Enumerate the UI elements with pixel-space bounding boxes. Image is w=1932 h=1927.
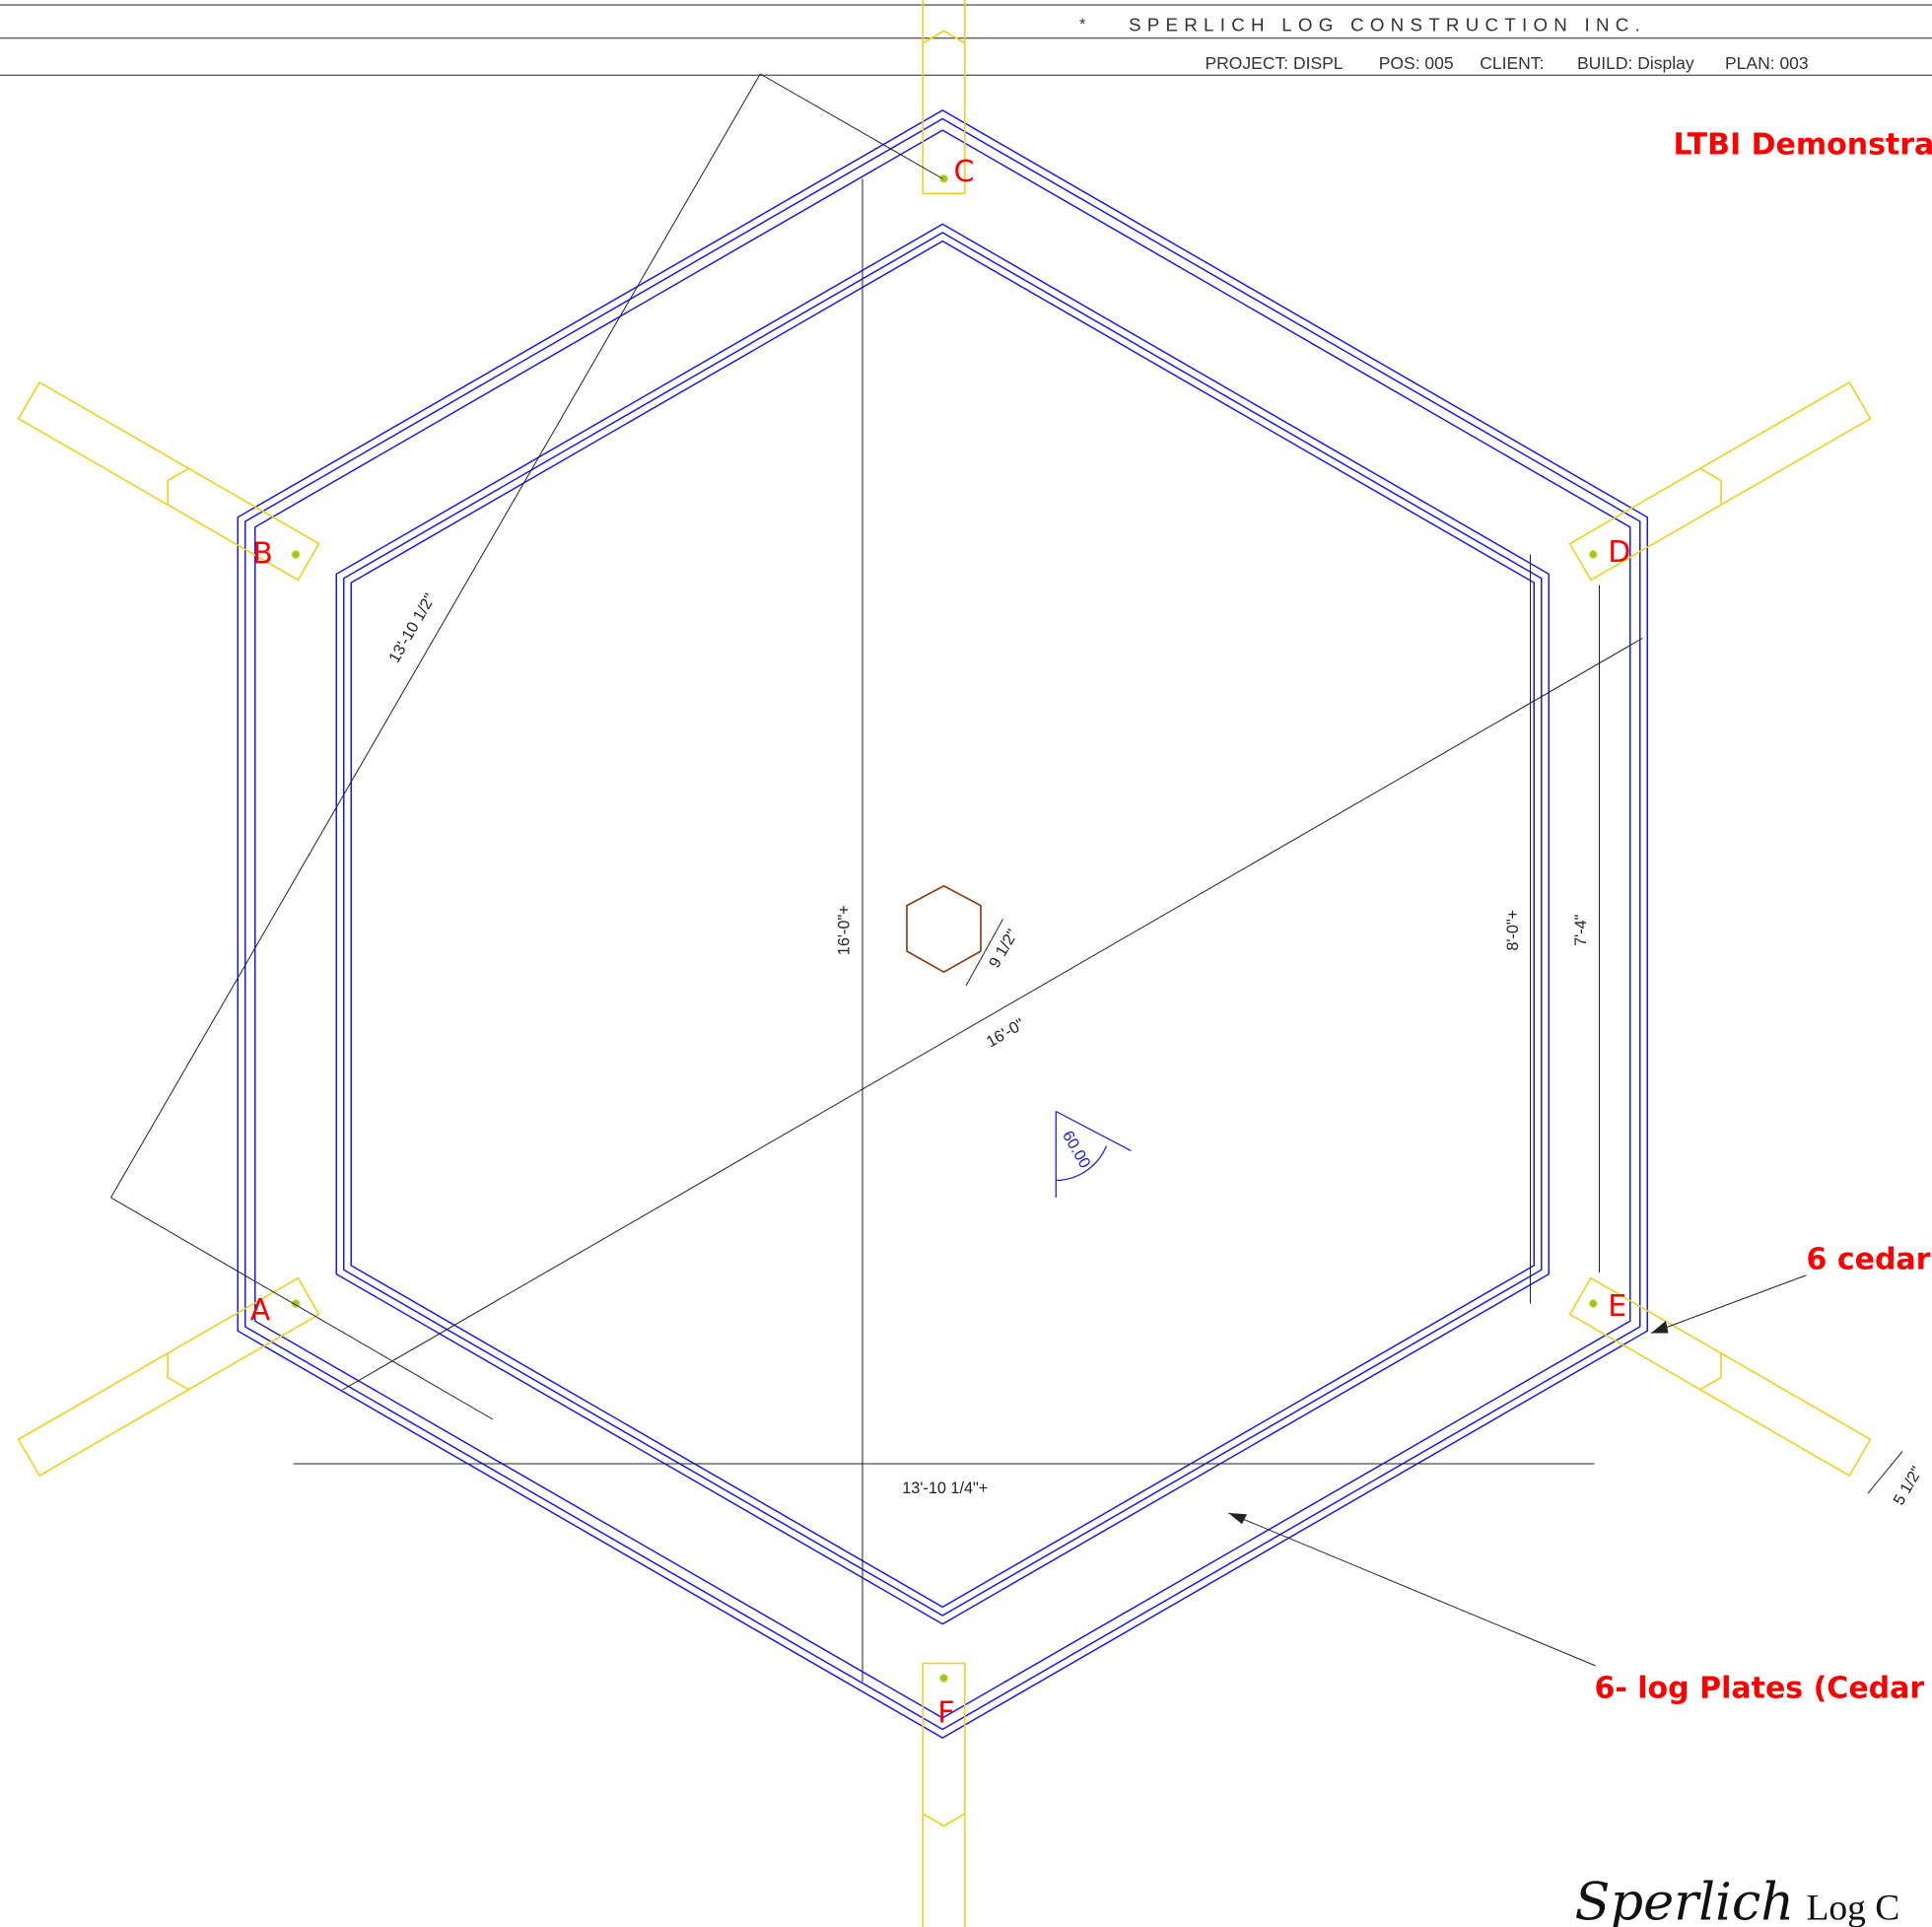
drawing-title: LTBI Demonstrat: [1674, 127, 1932, 162]
note: 6- log Plates (Cedar su: [1595, 1672, 1932, 1706]
label: *: [1079, 16, 1086, 34]
drawing-line: [923, 31, 943, 43]
drawing-line: [1228, 1513, 1596, 1666]
drawing-line: [336, 224, 1549, 1623]
drawing-line: [111, 74, 761, 1198]
label: C: [954, 155, 975, 189]
label: 7'-4": [1572, 914, 1590, 946]
label: 8'-0"+: [1504, 910, 1522, 951]
drawing: * SPERLICH LOG CONSTRUCTION INC. PROJECT…: [0, 0, 1932, 1927]
label: 13'-10 1/2": [385, 590, 439, 665]
note: 6 cedar: [1807, 1243, 1931, 1277]
posts: [19, 0, 1871, 1927]
title-block: * SPERLICH LOG CONSTRUCTION INC. PROJECT…: [0, 5, 1932, 75]
drawing-line: [907, 886, 981, 973]
drawing-line: [111, 1198, 494, 1419]
drawing-line: [1651, 1275, 1807, 1334]
drawing-line: [351, 241, 1534, 1608]
drawing-line: [19, 1278, 319, 1477]
label: Log C: [1807, 1889, 1900, 1927]
label: 5 1/2": [1890, 1464, 1926, 1508]
drawing-line: [1588, 1298, 1598, 1308]
drawing-line: [19, 382, 319, 581]
drawing-line: [19, 1278, 319, 1477]
dimension-labels: 13'-10 1/2" 16'-0"+ 9 1/2" 16'-0" 60.00 …: [385, 590, 1926, 1508]
label: D: [1608, 535, 1630, 570]
drawing-line: [1228, 1513, 1247, 1524]
label: PROJECT: DISPL: [1206, 53, 1344, 73]
drawing-line: [344, 233, 1542, 1616]
drawing-line: [944, 31, 965, 43]
drawing-line: [1651, 1321, 1669, 1334]
label: 60.00: [1059, 1128, 1094, 1171]
label: POS: 005: [1379, 53, 1454, 73]
drawing-line: [940, 1675, 948, 1683]
label: 16'-0": [984, 1015, 1028, 1051]
drawing-line: [923, 1814, 943, 1826]
label: CLIENT:: [1480, 53, 1544, 73]
label: A: [250, 1293, 271, 1328]
drawing-line: [291, 549, 301, 559]
label: 13'-10 1/4"+: [902, 1480, 988, 1497]
drawing-line: [19, 382, 319, 581]
body: * SPERLICH LOG CONSTRUCTION INC. PROJECT…: [0, 0, 1932, 1927]
label: BUILD: Display: [1577, 53, 1694, 73]
drawing-line: [1588, 549, 1598, 559]
label: F: [937, 1696, 954, 1731]
drawing-line: [1056, 1112, 1131, 1199]
label: 9 1/2": [986, 927, 1022, 971]
label: PLAN: 003: [1725, 53, 1809, 73]
drawing-line: [944, 1814, 965, 1826]
page: {"header": {"mark": "*", "company": "SPE…: [0, 0, 1932, 1927]
label: Sperlich: [1575, 1873, 1795, 1927]
label: B: [252, 536, 273, 571]
drawing-line: [940, 175, 948, 183]
label: 16'-0"+: [835, 905, 853, 955]
logo: Sperlich Log C: [1575, 1873, 1900, 1927]
label: SPERLICH LOG CONSTRUCTION INC.: [1129, 14, 1646, 34]
dimension-lines: [111, 74, 1903, 1682]
drawing-line: [343, 639, 1643, 1391]
label: E: [1608, 1289, 1626, 1324]
